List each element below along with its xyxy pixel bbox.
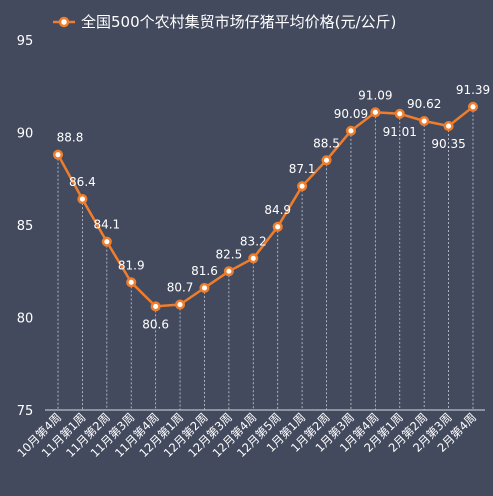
data-label: 81.9 — [118, 258, 145, 272]
grid-lines — [57, 106, 474, 410]
y-tick-label: 75 — [17, 404, 34, 419]
y-tick-label: 85 — [17, 219, 34, 234]
data-label: 82.5 — [216, 247, 243, 261]
data-label: 91.39 — [456, 83, 490, 97]
data-point — [419, 115, 430, 127]
legend-label: 全国500个农村集贸市场仔猪平均价格(元/公斤) — [81, 13, 396, 31]
data-label: 90.35 — [431, 137, 465, 151]
data-label: 91.01 — [383, 125, 417, 139]
data-point — [199, 282, 210, 293]
data-point — [321, 155, 332, 166]
y-tick-label: 95 — [17, 34, 34, 49]
data-point — [272, 221, 283, 232]
data-label: 80.7 — [167, 281, 194, 295]
data-point — [126, 277, 137, 288]
data-point — [394, 108, 405, 119]
data-label: 88.8 — [57, 131, 84, 145]
legend: 全国500个农村集贸市场仔猪平均价格(元/公斤) — [53, 13, 396, 31]
data-point — [77, 194, 88, 205]
data-label: 88.5 — [313, 136, 340, 150]
y-tick-labels: 75 80 85 90 95 — [17, 34, 34, 419]
data-point — [467, 101, 479, 112]
data-label: 90.09 — [334, 107, 368, 121]
data-point — [52, 149, 64, 160]
legend-marker-swatch — [58, 16, 70, 28]
data-label: 90.62 — [407, 97, 441, 111]
data-point — [370, 107, 381, 118]
data-label: 87.1 — [289, 162, 316, 176]
data-point — [345, 125, 356, 136]
x-tick-labels: 10月第4周11月第1周11月第2周11月第3周11月第4周12月第1周12月第… — [14, 410, 479, 460]
data-label: 81.6 — [191, 264, 218, 278]
data-label: 84.9 — [264, 203, 291, 217]
data-point — [443, 120, 454, 132]
data-point — [248, 253, 259, 264]
data-labels: 88.8 86.4 84.1 81.9 80.6 80.7 81.6 82.583.2 84.9… — [57, 83, 491, 332]
data-points — [52, 101, 479, 312]
data-point — [175, 299, 186, 310]
data-label: 86.4 — [69, 175, 96, 189]
data-label: 84.1 — [93, 218, 120, 232]
data-point — [223, 266, 234, 277]
data-point — [101, 236, 112, 247]
data-point — [150, 301, 161, 312]
data-point — [297, 181, 308, 192]
data-label: 83.2 — [240, 234, 267, 248]
y-tick-label: 90 — [17, 127, 34, 142]
data-label: 80.6 — [142, 317, 169, 331]
data-label: 91.09 — [358, 88, 392, 102]
y-tick-label: 80 — [17, 312, 34, 327]
